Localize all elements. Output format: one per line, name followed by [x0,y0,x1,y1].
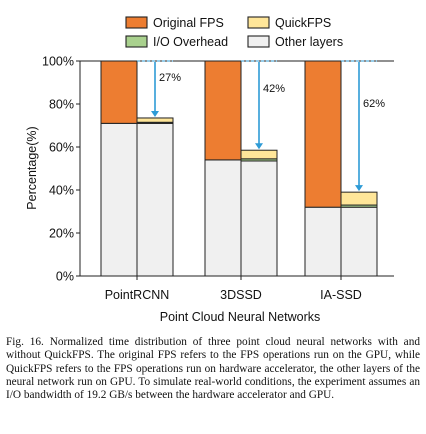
x-axis: PointRCNN 3DSSD IA-SSD [105,276,362,302]
bars [100,60,378,277]
bar-quickfps-ia-ssd-quickfps [340,191,378,206]
y-tick-label: 20% [49,227,74,241]
legend: Original FPS QuickFPS I/O Overhead Other la… [125,16,343,49]
legend-swatch-original-fps [125,16,148,29]
legend-swatch-i-o-overhead [125,35,148,48]
y-tick-label: 100% [42,55,74,69]
figure-caption: Fig. 16. Normalized time distribution of… [6,336,420,402]
bar-quickfps-ia-ssd-other-layers [340,206,378,277]
bar-quickfps-3dssd-other-layers [240,160,278,277]
y-tick-label: 0% [56,270,74,284]
reduction-label-ia-ssd: 62% [363,98,385,110]
x-tick-label-ia-ssd: IA-SSD [320,288,362,302]
reduction-arrowhead-3dssd [255,143,263,150]
bar-original-pointrcnn-other-layers [100,122,138,277]
y-tick-label: 40% [49,184,74,198]
legend-label-original-fps: Original FPS [153,16,224,30]
bar-original-pointrcnn-original-fps [100,60,138,124]
reduction-label-pointrcnn: 27% [159,72,181,84]
bar-original-3dssd-original-fps [204,60,242,161]
legend-swatch-other-layers [247,35,270,48]
y-axis-label: Percentage(%) [25,126,39,209]
bar-quickfps-pointrcnn-quickfps [136,117,174,123]
x-tick-label-3dssd: 3DSSD [220,288,262,302]
bar-original-3dssd-other-layers [204,159,242,277]
bar-quickfps-3dssd-quickfps [240,149,278,160]
reduction-arrowhead-pointrcnn [151,110,159,117]
bar-quickfps-pointrcnn-other-layers [136,122,174,277]
x-tick-label-pointrcnn: PointRCNN [105,288,170,302]
legend-label-quickfps: QuickFPS [275,16,331,30]
bar-original-ia-ssd-other-layers [304,206,342,277]
reduction-label-3dssd: 42% [263,83,285,95]
y-tick-label: 60% [49,141,74,155]
legend-label-i-o-overhead: I/O Overhead [153,35,228,49]
reduction-annotations: 27% 42% 62% [137,60,385,192]
bar-original-ia-ssd-original-fps [304,60,342,208]
stacked-bar-chart: Original FPS QuickFPS I/O Overhead Other la… [25,16,394,324]
legend-swatch-quickfps [247,16,270,29]
reduction-arrowhead-ia-ssd [355,185,363,192]
x-axis-label: Point Cloud Neural Networks [160,310,321,324]
legend-label-other-layers: Other layers [275,35,343,49]
y-tick-label: 80% [49,98,74,112]
